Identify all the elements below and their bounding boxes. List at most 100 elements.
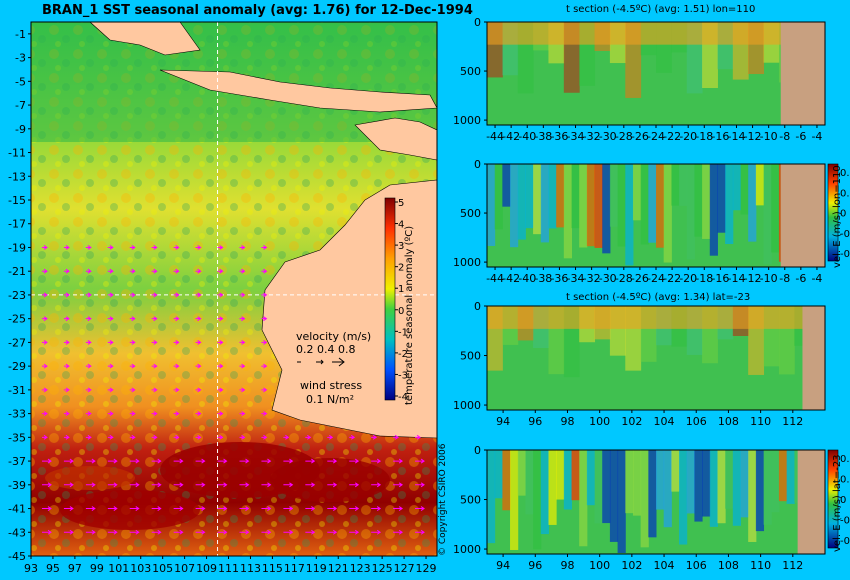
section-x-tick-label: 98 [560, 559, 574, 572]
wind-arrow [129, 434, 136, 440]
wind-arrow [217, 458, 228, 464]
velocity-colorbar-label: -0.4 [840, 536, 850, 547]
section-stripe [717, 164, 726, 233]
section-stripe [579, 450, 588, 547]
wind-arrow [107, 245, 114, 250]
section-land [802, 306, 825, 410]
wind-arrow [63, 339, 70, 345]
section-stripe [732, 164, 741, 211]
section-x-tick-label: -20 [679, 130, 697, 143]
wind-arrow [239, 458, 250, 464]
lon-tick-label: 119 [306, 562, 327, 575]
colorbar-tick-label: -1 [398, 327, 408, 338]
lon-tick-label: 109 [196, 562, 217, 575]
wind-arrow [217, 387, 224, 393]
wind-arrow [107, 316, 114, 322]
wind-arrow [283, 458, 294, 464]
wind-arrow [415, 506, 425, 511]
panel-4-side-label: vel. E (m/s) lat=-23 [832, 454, 843, 552]
section-stripe [648, 450, 657, 538]
section-x-tick-label: -10 [760, 130, 778, 143]
lon-tick-label: 107 [174, 562, 195, 575]
section-stripe [709, 164, 718, 256]
wind-arrow [173, 292, 180, 298]
wind-arrow [85, 411, 92, 417]
wind-arrow [173, 339, 180, 345]
wind-arrow [261, 411, 268, 417]
section-stripe [533, 450, 542, 550]
section-stripe [725, 450, 734, 509]
wind-arrow [195, 458, 206, 464]
wind-arrow [239, 339, 246, 345]
section-x-tick-label: -38 [534, 272, 552, 285]
section-stripe [632, 450, 642, 516]
wind-arrow [349, 458, 360, 464]
velocity-colorbar-label: 0.2 [840, 475, 850, 486]
section-x-tick-label: -42 [502, 130, 520, 143]
wind-arrow [217, 316, 224, 322]
wind-scale: 0.1 N/m² [306, 393, 355, 406]
wind-arrow [173, 434, 180, 440]
lon-tick-label: 99 [90, 562, 104, 575]
wind-arrow [195, 387, 202, 393]
section-x-tick-label: 106 [686, 559, 707, 572]
velocity-colorbar-label: -0.2 [840, 229, 850, 240]
lat-tick-label: -15 [8, 194, 26, 207]
wind-arrow [173, 458, 184, 464]
wind-arrow [327, 529, 338, 535]
wind-arrow [195, 506, 206, 511]
section-stripe [594, 164, 603, 248]
section-x-tick-label: -12 [744, 272, 762, 285]
section-stripe [679, 164, 688, 206]
section-stripe [679, 450, 688, 545]
section-stripe [586, 450, 596, 506]
wind-arrow [283, 506, 294, 511]
section-x-tick-label: -10 [760, 272, 778, 285]
depth-tick-label: 1000 [453, 399, 481, 412]
wind-arrow [85, 506, 96, 511]
velocity-colorbar-label: -0.2 [840, 516, 850, 527]
wind-arrow [151, 363, 158, 369]
wind-arrow [261, 458, 272, 464]
section-stripe [732, 450, 741, 526]
wind-arrow [371, 506, 382, 511]
wind-arrow [129, 482, 140, 488]
section-stripe [755, 450, 765, 532]
wind-arrow [195, 339, 202, 345]
section-x-tick-label: -8 [779, 130, 790, 143]
wind-arrow [41, 387, 48, 393]
map-title: BRAN_1 SST seasonal anomaly (avg: 1.76) … [42, 3, 473, 18]
wind-arrow [85, 458, 96, 464]
section-x-tick-label: -32 [583, 272, 601, 285]
wind-arrow [151, 458, 162, 464]
wind-arrow [217, 482, 228, 488]
colorbar-tick-label: 5 [398, 198, 404, 209]
wind-arrow [151, 316, 158, 322]
wind-arrow [283, 529, 294, 535]
section-x-tick-label: -24 [647, 130, 665, 143]
lat-tick-label: -43 [8, 526, 26, 539]
wind-arrow [129, 506, 140, 511]
section-stripe [763, 164, 772, 265]
wind-arrow [195, 411, 202, 417]
section-x-tick-label: -44 [486, 272, 504, 285]
lat-tick-label: -35 [8, 431, 26, 444]
section-x-tick-label: 112 [782, 415, 803, 428]
wind-arrow [393, 529, 404, 535]
wind-arrow [85, 316, 92, 322]
panel-1-title: t section (-4.5ºC) (avg: 1.51) lon=110 [566, 4, 756, 15]
wind-arrow [85, 482, 96, 488]
warm-surface-layer [487, 22, 825, 45]
lat-tick-label: -21 [8, 265, 26, 278]
section-stripe [579, 164, 588, 248]
wind-arrow [41, 268, 48, 274]
colorbar-tick-label: 1 [398, 284, 404, 295]
depth-tick-label: 0 [474, 444, 481, 457]
section-x-tick-label: 100 [589, 415, 610, 428]
section-stripe [709, 450, 718, 527]
wind-arrow [41, 363, 48, 369]
section-x-tick-label: -40 [518, 130, 536, 143]
section-stripe [702, 450, 711, 517]
sst-map: 5 4 3 2 1 0 -1 -2 -3 -4 -1 -3 -5 -7 -9 -11 -13 -15 -17 -19… [8, 21, 438, 575]
section-x-tick-label: 96 [528, 559, 542, 572]
